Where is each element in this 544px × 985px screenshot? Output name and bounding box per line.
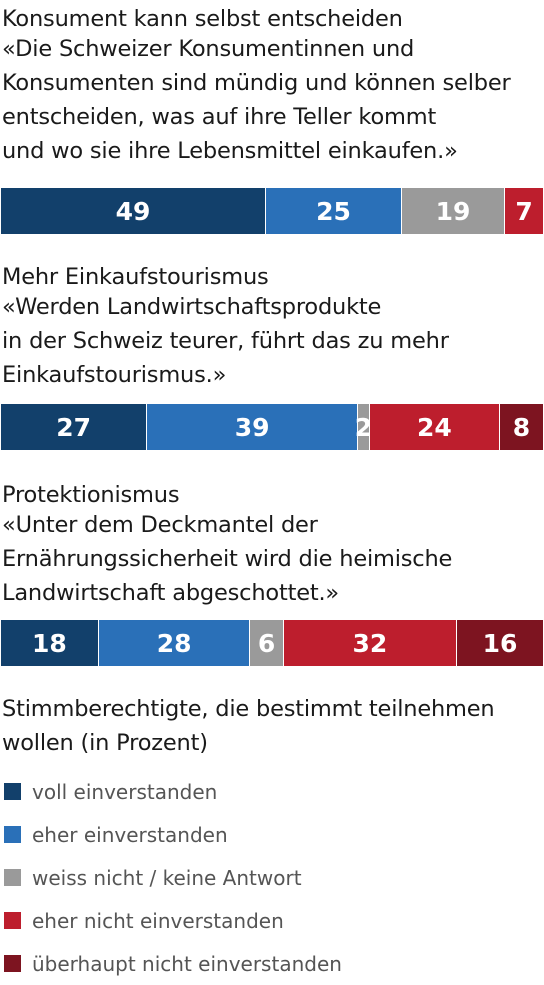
legend-swatch <box>4 955 21 972</box>
statement-quote-line: «Unter dem Deckmantel der <box>2 512 318 538</box>
statement-block-1: Konsument kann selbst entscheiden «Die S… <box>2 6 542 168</box>
statement-quote-line: Einkaufstourismus.» <box>2 362 227 388</box>
legend-item-eher-einverstanden: eher einverstanden <box>4 813 342 856</box>
statement-quote-line: Landwirtschaft abgeschottet.» <box>2 580 339 606</box>
legend-item-ueberhaupt-nicht-einverstanden: überhaupt nicht einverstanden <box>4 942 342 985</box>
bar-segment-eher-einverstanden: 28 <box>97 620 250 666</box>
bar-value-label: 27 <box>56 412 92 442</box>
legend-swatch <box>4 783 21 800</box>
legend-title-line: Stimmberechtigte, die bestimmt teilnehme… <box>2 696 495 722</box>
bar-segment-weiss-nicht: 6 <box>249 620 283 666</box>
bar-segment-eher-nicht-einverstanden: 7 <box>504 188 543 234</box>
legend-label: eher einverstanden <box>32 822 228 847</box>
bar-value-label: 7 <box>515 196 533 226</box>
bar-segment-ueberhaupt-nicht-einverstanden: 8 <box>498 404 543 450</box>
legend-swatch <box>4 912 21 929</box>
statement-block-2: Mehr Einkaufstourismus «Werden Landwirts… <box>2 264 542 392</box>
bar-segment-voll-einverstanden: 18 <box>1 620 98 666</box>
bar-segment-eher-nicht-einverstanden: 32 <box>282 620 456 666</box>
bar-segment-eher-einverstanden: 39 <box>146 404 358 450</box>
legend-item-weiss-nicht: weiss nicht / keine Antwort <box>4 856 342 899</box>
legend-swatch <box>4 869 21 886</box>
legend-item-voll-einverstanden: voll einverstanden <box>4 770 342 813</box>
statement-block-3: Protektionismus «Unter dem Deckmantel de… <box>2 482 542 610</box>
stacked-bar-2: 27 39 2 24 8 <box>1 404 543 450</box>
bar-value-label: 2 <box>354 412 373 442</box>
legend: voll einverstanden eher einverstanden we… <box>4 770 342 985</box>
statement-heading: Konsument kann selbst entscheiden <box>2 6 403 32</box>
statement-quote-line: entscheiden, was auf ihre Teller kommt <box>2 104 437 130</box>
bar-value-label: 16 <box>482 628 518 658</box>
legend-label: weiss nicht / keine Antwort <box>32 865 302 890</box>
bar-segment-weiss-nicht: 19 <box>400 188 505 234</box>
bar-value-label: 25 <box>316 196 351 226</box>
statement-heading: Protektionismus <box>2 482 180 508</box>
bar-value-label: 19 <box>435 196 471 226</box>
legend-title: Stimmberechtigte, die bestimmt teilnehme… <box>2 692 495 760</box>
legend-label: überhaupt nicht einverstanden <box>32 951 342 976</box>
bar-value-label: 32 <box>352 628 388 658</box>
statement-quote-line: und wo sie ihre Lebensmittel einkaufen.» <box>2 138 458 164</box>
statement-quote-line: Konsumenten sind mündig und können selbe… <box>2 70 511 96</box>
bar-value-label: 24 <box>417 412 452 442</box>
legend-label: voll einverstanden <box>32 779 218 804</box>
bar-value-label: 18 <box>32 628 67 658</box>
bar-value-label: 8 <box>512 412 531 442</box>
bar-segment-voll-einverstanden: 49 <box>1 188 266 234</box>
legend-item-eher-nicht-einverstanden: eher nicht einverstanden <box>4 899 342 942</box>
statement-heading: Mehr Einkaufstourismus <box>2 264 269 290</box>
stacked-bar-3: 18 28 6 32 16 <box>1 620 543 666</box>
statement-quote-line: «Werden Landwirtschaftsprodukte <box>2 294 382 320</box>
legend-title-line: wollen (in Prozent) <box>2 730 208 756</box>
bar-segment-eher-einverstanden: 25 <box>265 188 401 234</box>
legend-swatch <box>4 826 21 843</box>
bar-segment-ueberhaupt-nicht-einverstanden: 16 <box>455 620 543 666</box>
bar-segment-voll-einverstanden: 27 <box>1 404 147 450</box>
statement-quote-line: Ernährungssicherheit wird die heimische <box>2 546 453 572</box>
bar-segment-weiss-nicht: 2 <box>354 404 373 450</box>
bar-value-label: 49 <box>115 196 151 226</box>
bar-value-label: 6 <box>257 628 276 658</box>
statement-quote-line: «Die Schweizer Konsumentinnen und <box>2 36 415 62</box>
stacked-bar-1: 49 25 19 7 <box>1 188 543 234</box>
bar-value-label: 39 <box>234 412 270 442</box>
bar-value-label: 28 <box>156 628 192 658</box>
statement-quote-line: in der Schweiz teurer, führt das zu mehr <box>2 328 449 354</box>
bar-segment-eher-nicht-einverstanden: 24 <box>368 404 499 450</box>
legend-label: eher nicht einverstanden <box>32 908 284 933</box>
